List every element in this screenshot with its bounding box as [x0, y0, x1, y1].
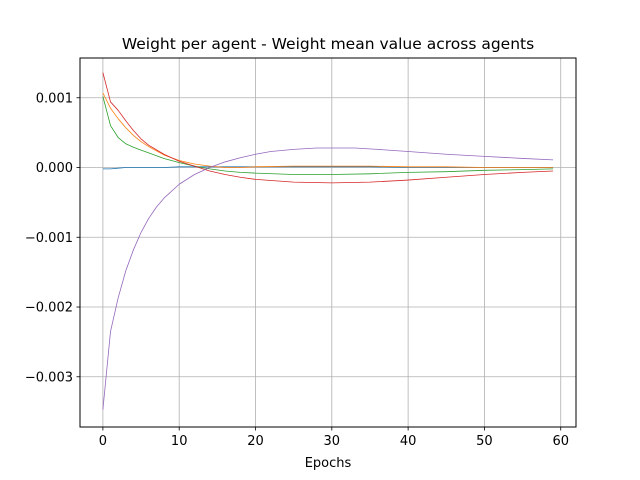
- y-tick-label: −0.002: [25, 301, 73, 316]
- x-tick-label: 20: [247, 434, 264, 449]
- tick-layer: 0 10 20 30 40 50 60 −0.003 −0.002 −0.001 0.000 0.00…: [25, 91, 569, 449]
- series-line-2: [102, 92, 554, 168]
- x-tick-label: 40: [400, 434, 417, 449]
- y-tick-label: −0.001: [25, 231, 73, 246]
- plot-area-frame: [79, 57, 577, 428]
- chart-title: Weight per agent - Weight mean value acr…: [122, 35, 534, 53]
- y-tick-label: −0.003: [25, 370, 73, 385]
- x-tick-label: 10: [171, 434, 188, 449]
- x-tick-label: 30: [324, 434, 341, 449]
- x-tick-label: 50: [476, 434, 493, 449]
- series-line-3: [102, 96, 554, 175]
- series-line-4: [102, 72, 554, 184]
- y-tick-label: 0.000: [36, 161, 73, 176]
- x-tick-label: 60: [552, 434, 569, 449]
- x-axis-label: Epochs: [305, 456, 352, 471]
- series-line-5: [102, 147, 554, 410]
- series-layer: [102, 72, 554, 410]
- y-tick-label: 0.001: [36, 91, 73, 106]
- x-tick-label: 0: [99, 434, 107, 449]
